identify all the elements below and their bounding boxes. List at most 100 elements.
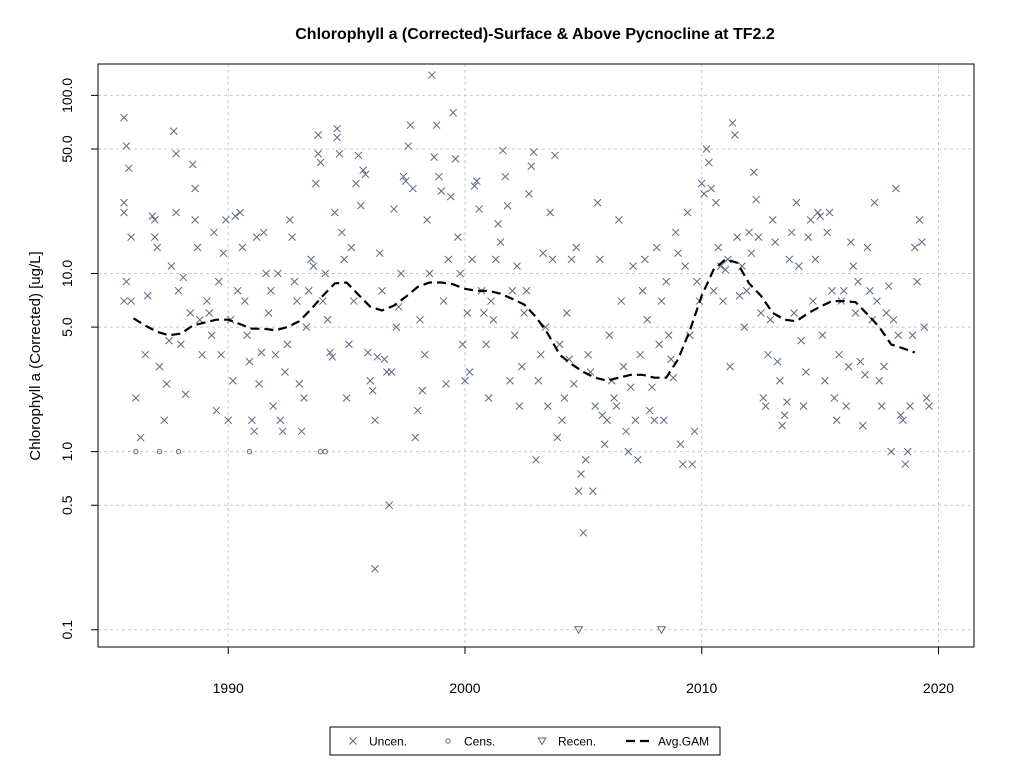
point-uncen [255,380,263,388]
point-uncen [269,402,278,410]
point-uncen [515,402,524,410]
grid [98,64,974,647]
point-uncen [442,380,450,388]
point-uncen [809,297,817,305]
point-uncen [484,394,493,402]
point-cens [133,448,139,455]
point-uncen [219,249,228,258]
point-uncen [719,297,727,305]
point-uncen [612,402,621,410]
point-uncen [830,394,839,402]
point-uncen [721,265,730,274]
point-uncen [335,149,344,158]
point-uncen [309,262,318,270]
point-uncen [842,402,851,410]
point-uncen [352,179,360,188]
point-uncen [922,394,931,402]
point-uncen [172,208,180,217]
point-uncen [243,331,252,340]
point-uncen [392,323,401,331]
point-uncen [790,309,798,317]
point-uncen [302,323,311,331]
point-uncen [626,383,635,392]
point-uncen [188,160,197,169]
point-uncen [894,331,903,340]
point-uncen [657,297,666,305]
point-uncen [889,315,898,324]
point-uncen [491,255,500,264]
point-uncen [851,309,860,317]
point-uncen [262,269,270,278]
point-uncen [761,402,770,410]
point-uncen [773,357,782,366]
point-uncen [813,208,822,217]
point-uncen [191,184,199,193]
point-uncen [541,323,550,331]
point-uncen [250,427,259,436]
point-uncen [248,416,256,425]
point-uncen [321,269,330,278]
legend-gam-label: Avg.GAM [658,735,709,749]
point-uncen [579,528,588,537]
point-uncen [820,376,829,385]
point-uncen [319,297,327,305]
point-uncen [747,249,756,258]
point-uncen [153,243,162,252]
point-uncen [908,331,917,340]
point-uncen [892,184,900,193]
point-uncen [920,323,929,331]
point-uncen [816,212,824,220]
point-uncen [548,255,557,264]
point-uncen [326,348,334,357]
point-uncen [150,216,159,224]
point-uncen [690,427,699,436]
point-uncen [873,297,881,305]
point-uncen [655,340,663,349]
point-uncen [683,208,692,217]
point-uncen [214,277,223,286]
point-cens [175,448,182,455]
point-uncen [776,376,784,385]
point-uncen [397,269,405,278]
point-uncen [520,309,529,317]
point-uncen [648,383,656,392]
point-uncen [877,402,886,410]
point-uncen [463,309,472,317]
point-uncen [792,198,801,207]
point-uncen [487,297,495,305]
x-axis: 1990 2000 2010 2020 [213,647,954,696]
point-uncen [136,433,145,442]
point-uncen [411,433,420,442]
point-uncen [728,119,737,127]
point-uncen [671,228,680,237]
point-uncen [409,184,417,193]
point-uncen [285,216,294,224]
point-uncen [155,362,164,371]
point-uncen [757,309,765,317]
point-uncen [423,216,431,224]
point-uncen [754,233,763,241]
point-uncen [863,243,872,252]
point-uncen [480,309,488,317]
point-uncen [799,402,808,410]
point-uncen [638,286,647,295]
point-uncen [674,249,682,258]
point-uncen [293,297,301,305]
point-uncen [823,228,832,237]
point-uncen [669,373,678,382]
point-uncen [633,455,642,464]
point-uncen [390,205,398,213]
point-uncen [676,440,685,449]
point-uncen [489,315,498,324]
point-uncen [499,146,507,155]
point-uncen [678,460,687,469]
legend-recen-label: Recen. [558,735,596,749]
point-uncen [615,216,623,224]
point-uncen [652,243,661,252]
point-cens [322,448,328,455]
point-uncen [567,255,576,264]
point-uncen [333,124,341,133]
point-uncen [385,501,394,510]
point-uncen [688,460,697,469]
